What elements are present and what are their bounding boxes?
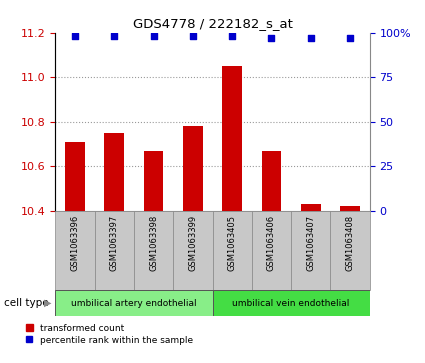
Point — [229, 33, 235, 39]
Bar — [262, 151, 281, 211]
Text: GSM1063407: GSM1063407 — [306, 215, 315, 271]
Bar — [252, 211, 291, 290]
Point — [307, 35, 314, 41]
Bar — [134, 211, 173, 290]
Bar — [144, 151, 163, 211]
Bar — [340, 206, 360, 211]
Point — [347, 35, 354, 41]
Bar — [331, 211, 370, 290]
Bar — [183, 126, 203, 211]
Text: ▶: ▶ — [43, 298, 51, 308]
Bar — [212, 290, 370, 316]
Text: GSM1063405: GSM1063405 — [228, 215, 237, 270]
Bar — [55, 290, 212, 316]
Text: GSM1063396: GSM1063396 — [71, 215, 79, 271]
Bar — [105, 133, 124, 211]
Point — [71, 33, 78, 39]
Bar — [94, 211, 134, 290]
Bar — [212, 211, 252, 290]
Bar — [301, 204, 320, 211]
Title: GDS4778 / 222182_s_at: GDS4778 / 222182_s_at — [133, 17, 292, 30]
Point — [268, 35, 275, 41]
Bar — [291, 211, 331, 290]
Text: GSM1063406: GSM1063406 — [267, 215, 276, 271]
Text: umbilical vein endothelial: umbilical vein endothelial — [232, 299, 350, 307]
Point — [190, 33, 196, 39]
Bar — [55, 211, 94, 290]
Text: GSM1063408: GSM1063408 — [346, 215, 354, 271]
Legend: transformed count, percentile rank within the sample: transformed count, percentile rank withi… — [26, 324, 193, 344]
Text: cell type: cell type — [4, 298, 49, 308]
Point — [111, 33, 118, 39]
Text: GSM1063397: GSM1063397 — [110, 215, 119, 271]
Text: umbilical artery endothelial: umbilical artery endothelial — [71, 299, 197, 307]
Bar — [65, 142, 85, 211]
Bar — [173, 211, 212, 290]
Bar — [222, 66, 242, 211]
Text: GSM1063399: GSM1063399 — [188, 215, 197, 271]
Text: GSM1063398: GSM1063398 — [149, 215, 158, 271]
Point — [150, 33, 157, 39]
